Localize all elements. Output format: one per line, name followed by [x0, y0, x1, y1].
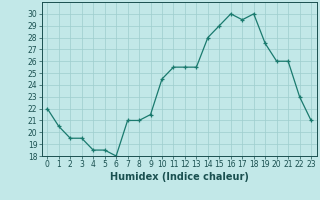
X-axis label: Humidex (Indice chaleur): Humidex (Indice chaleur): [110, 172, 249, 182]
